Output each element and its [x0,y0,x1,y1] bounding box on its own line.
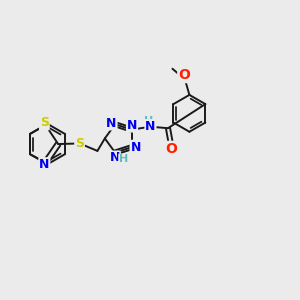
Text: N: N [127,119,137,132]
Text: H: H [119,154,128,164]
Text: O: O [178,68,190,82]
Text: S: S [75,137,84,150]
Text: H: H [144,116,154,126]
Text: N: N [130,141,141,154]
Text: N: N [106,117,117,130]
Text: N: N [110,152,120,164]
Text: N: N [39,158,50,171]
Text: S: S [40,116,49,130]
Text: O: O [165,142,177,156]
Text: N: N [145,120,156,133]
